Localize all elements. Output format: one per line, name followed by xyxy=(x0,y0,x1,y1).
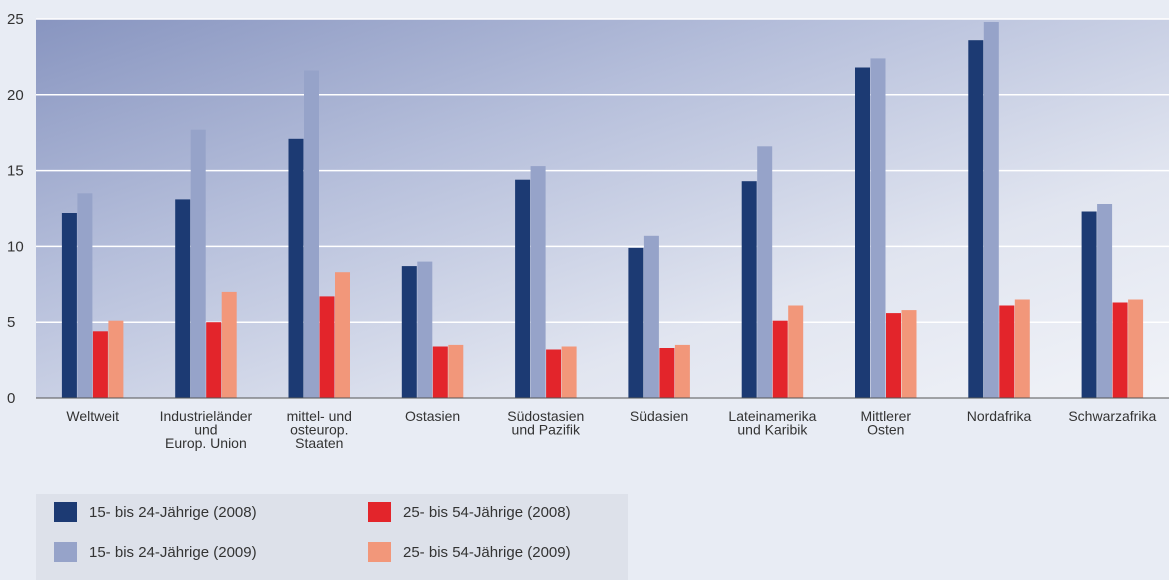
bar xyxy=(546,349,562,398)
x-category-label: Lateinamerika und Karibik xyxy=(728,408,816,438)
y-tick-label: 5 xyxy=(7,314,15,331)
bar xyxy=(77,193,93,398)
x-category-label: Ostasien xyxy=(405,408,460,424)
y-tick-label: 10 xyxy=(7,238,24,255)
bar xyxy=(1081,211,1097,398)
legend-item: 25- bis 54-Jährige (2008) xyxy=(368,502,571,522)
x-axis-categories: Weltweit Industrieländer und Europ. Union mi… xyxy=(66,408,1156,451)
bar xyxy=(515,179,531,398)
x-category-label: mittel- und osteurop. Staaten xyxy=(287,408,352,451)
legend-item: 15- bis 24-Jährige (2009) xyxy=(54,542,257,562)
bar xyxy=(788,305,804,398)
y-tick-label: 20 xyxy=(7,87,24,104)
x-category-label: Südostasien und Pazifik xyxy=(507,408,584,438)
legend-swatch xyxy=(54,502,77,522)
bar xyxy=(983,22,999,398)
bar xyxy=(92,331,108,398)
bar xyxy=(643,235,659,398)
legend-label: 15- bis 24-Jährige (2009) xyxy=(89,543,257,561)
bar xyxy=(417,261,433,398)
bar xyxy=(901,310,917,398)
legend-item: 25- bis 54-Jährige (2009) xyxy=(368,542,571,562)
bar xyxy=(674,344,690,398)
bars xyxy=(61,22,1144,399)
bar xyxy=(61,213,77,398)
bar xyxy=(288,138,304,399)
legend-swatch xyxy=(368,542,391,562)
bar xyxy=(757,146,773,398)
legend-swatch xyxy=(54,542,77,562)
bar xyxy=(886,313,901,398)
x-category-label: Weltweit xyxy=(66,408,119,424)
bar xyxy=(1097,204,1113,398)
bar xyxy=(190,129,206,398)
bar xyxy=(319,296,335,398)
bar xyxy=(401,266,417,398)
bar xyxy=(968,40,984,398)
bar xyxy=(1112,302,1128,398)
y-tick-label: 25 xyxy=(7,11,24,28)
bar xyxy=(870,58,886,399)
x-category-label: Schwarzafrika xyxy=(1068,408,1156,424)
bar xyxy=(561,346,577,398)
bar xyxy=(772,320,788,398)
bar xyxy=(1128,299,1144,398)
x-category-label: Industrieländer und Europ. Union xyxy=(160,408,253,451)
x-category-label: Südasien xyxy=(630,408,688,424)
bar xyxy=(108,320,124,398)
legend-item: 15- bis 24-Jährige (2008) xyxy=(54,502,257,522)
bar xyxy=(530,166,546,398)
legend-label: 25- bis 54-Jährige (2008) xyxy=(403,503,571,521)
bar xyxy=(432,346,448,398)
x-category-label: Nordafrika xyxy=(967,408,1032,424)
legend: 15- bis 24-Jährige (2008) 15- bis 24-Jäh… xyxy=(36,494,628,580)
bar xyxy=(175,199,191,398)
bar xyxy=(628,247,644,398)
bar xyxy=(999,305,1015,398)
bar xyxy=(448,344,464,398)
bar xyxy=(221,291,237,398)
bar xyxy=(855,67,870,398)
y-axis-ticks: 0 5 10 15 20 25 xyxy=(7,11,24,407)
bar xyxy=(1014,299,1030,398)
plot-area xyxy=(36,19,1169,398)
x-category-label: Mittlerer Osten xyxy=(861,408,912,438)
legend-swatch xyxy=(368,502,391,522)
bar xyxy=(335,272,350,398)
legend-label: 25- bis 54-Jährige (2009) xyxy=(403,543,571,561)
bar xyxy=(741,181,757,398)
bar xyxy=(659,348,675,398)
y-tick-label: 0 xyxy=(7,390,15,407)
bar xyxy=(304,70,319,398)
legend-label: 15- bis 24-Jährige (2008) xyxy=(89,503,257,521)
y-tick-label: 15 xyxy=(7,163,24,180)
bar xyxy=(206,322,222,398)
